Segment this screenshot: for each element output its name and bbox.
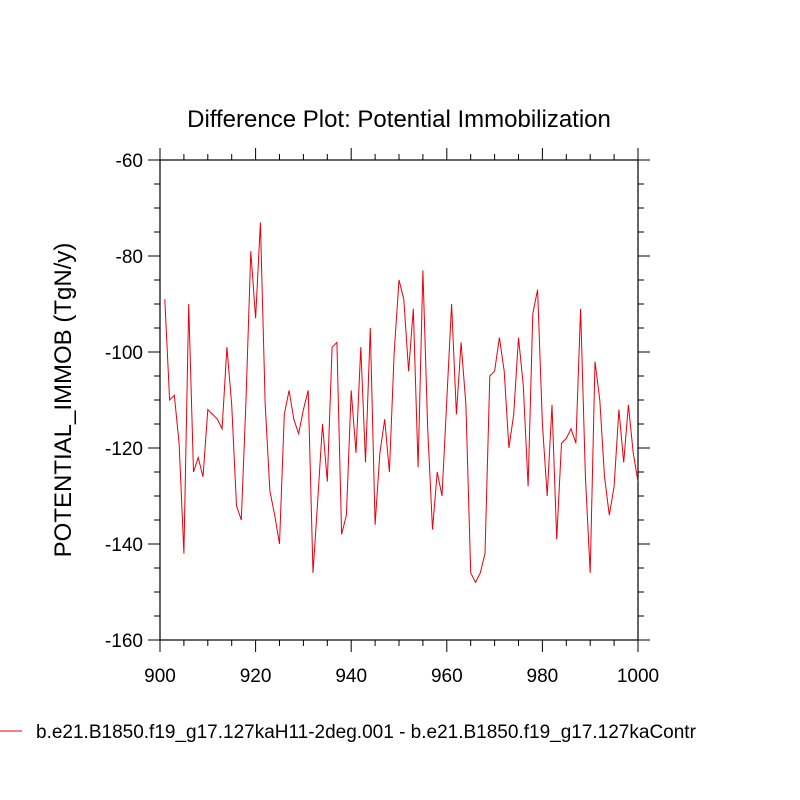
x-tick-label: 960 <box>431 666 463 687</box>
y-tick-label: -140 <box>105 535 143 556</box>
y-tick-label: -160 <box>105 631 143 652</box>
series-line <box>164 222 639 584</box>
legend-label: b.e21.B1850.f19_g17.127kaH11-2deg.001 - … <box>36 722 697 743</box>
x-tick-label: 900 <box>144 666 176 687</box>
chart-title: Difference Plot: Potential Immobilizatio… <box>187 106 611 133</box>
x-tick-label: 1000 <box>617 666 659 687</box>
x-tick-label: 940 <box>335 666 367 687</box>
y-tick-label: -60 <box>116 151 143 172</box>
y-axis-label: POTENTIAL_IMMOB (TgN/y) <box>50 243 77 558</box>
y-tick-label: -100 <box>105 343 143 364</box>
x-tick-label: 920 <box>240 666 272 687</box>
x-tick-label: 980 <box>527 666 559 687</box>
series-lines <box>164 222 639 584</box>
y-tick-label: -120 <box>105 439 143 460</box>
axes: -160 -140 -120 -100 -80 -60 900 920 940 960 980 100… <box>105 148 659 687</box>
y-tick-label: -80 <box>116 247 143 268</box>
legend: b.e21.B1850.f19_g17.127kaH11-2deg.001 - … <box>0 722 697 743</box>
